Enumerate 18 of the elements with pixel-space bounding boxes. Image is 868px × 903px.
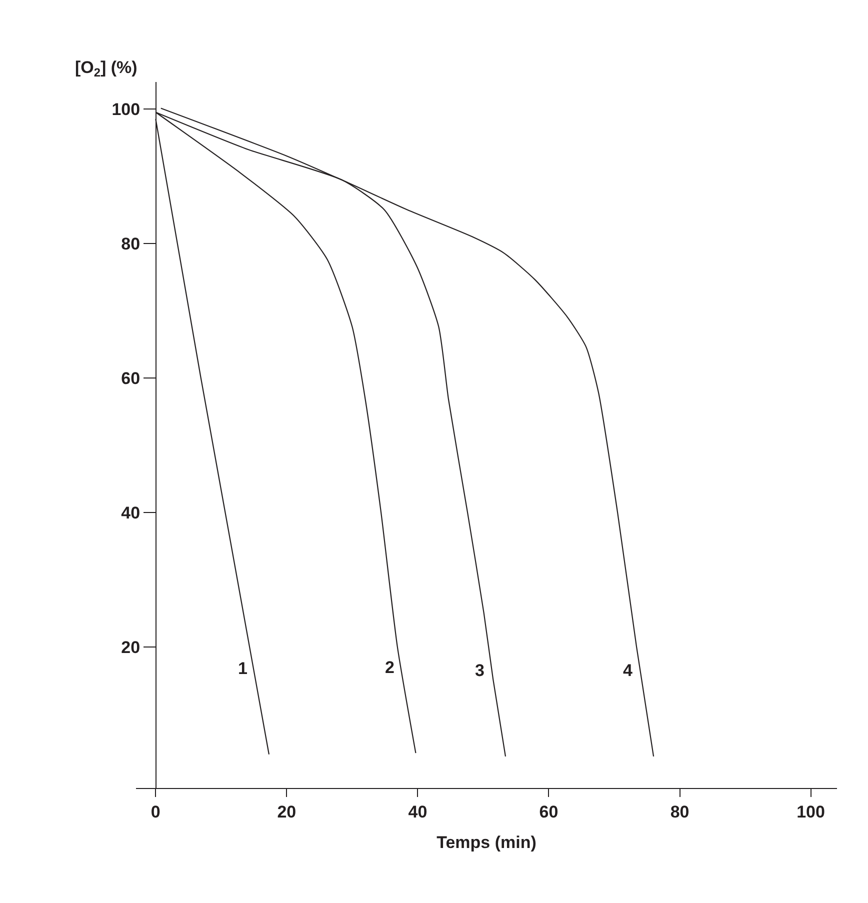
line-series <box>160 108 654 757</box>
x-tick-label: 60 <box>539 802 558 822</box>
y-tick-label: 60 <box>121 368 140 388</box>
x-tick-label: 20 <box>277 802 296 822</box>
x-tick-label: 100 <box>796 802 825 822</box>
series-label: 2 <box>385 658 394 677</box>
y-tick-label: 40 <box>121 503 140 522</box>
series-label: 3 <box>475 661 484 680</box>
x-axis-title: Temps (min) <box>436 832 536 852</box>
x-tick-label: 0 <box>150 802 160 822</box>
y-tick-label: 100 <box>112 100 140 119</box>
y-axis-title: [O$_{2}$] (%) <box>75 58 138 80</box>
y-tick-label: 20 <box>121 638 140 657</box>
x-tick-label: 40 <box>408 802 428 822</box>
y-tick-label: 80 <box>121 234 140 254</box>
x-tick-label: 80 <box>670 802 690 822</box>
series-label: 1 <box>238 659 248 678</box>
series-label: 4 <box>623 661 633 680</box>
